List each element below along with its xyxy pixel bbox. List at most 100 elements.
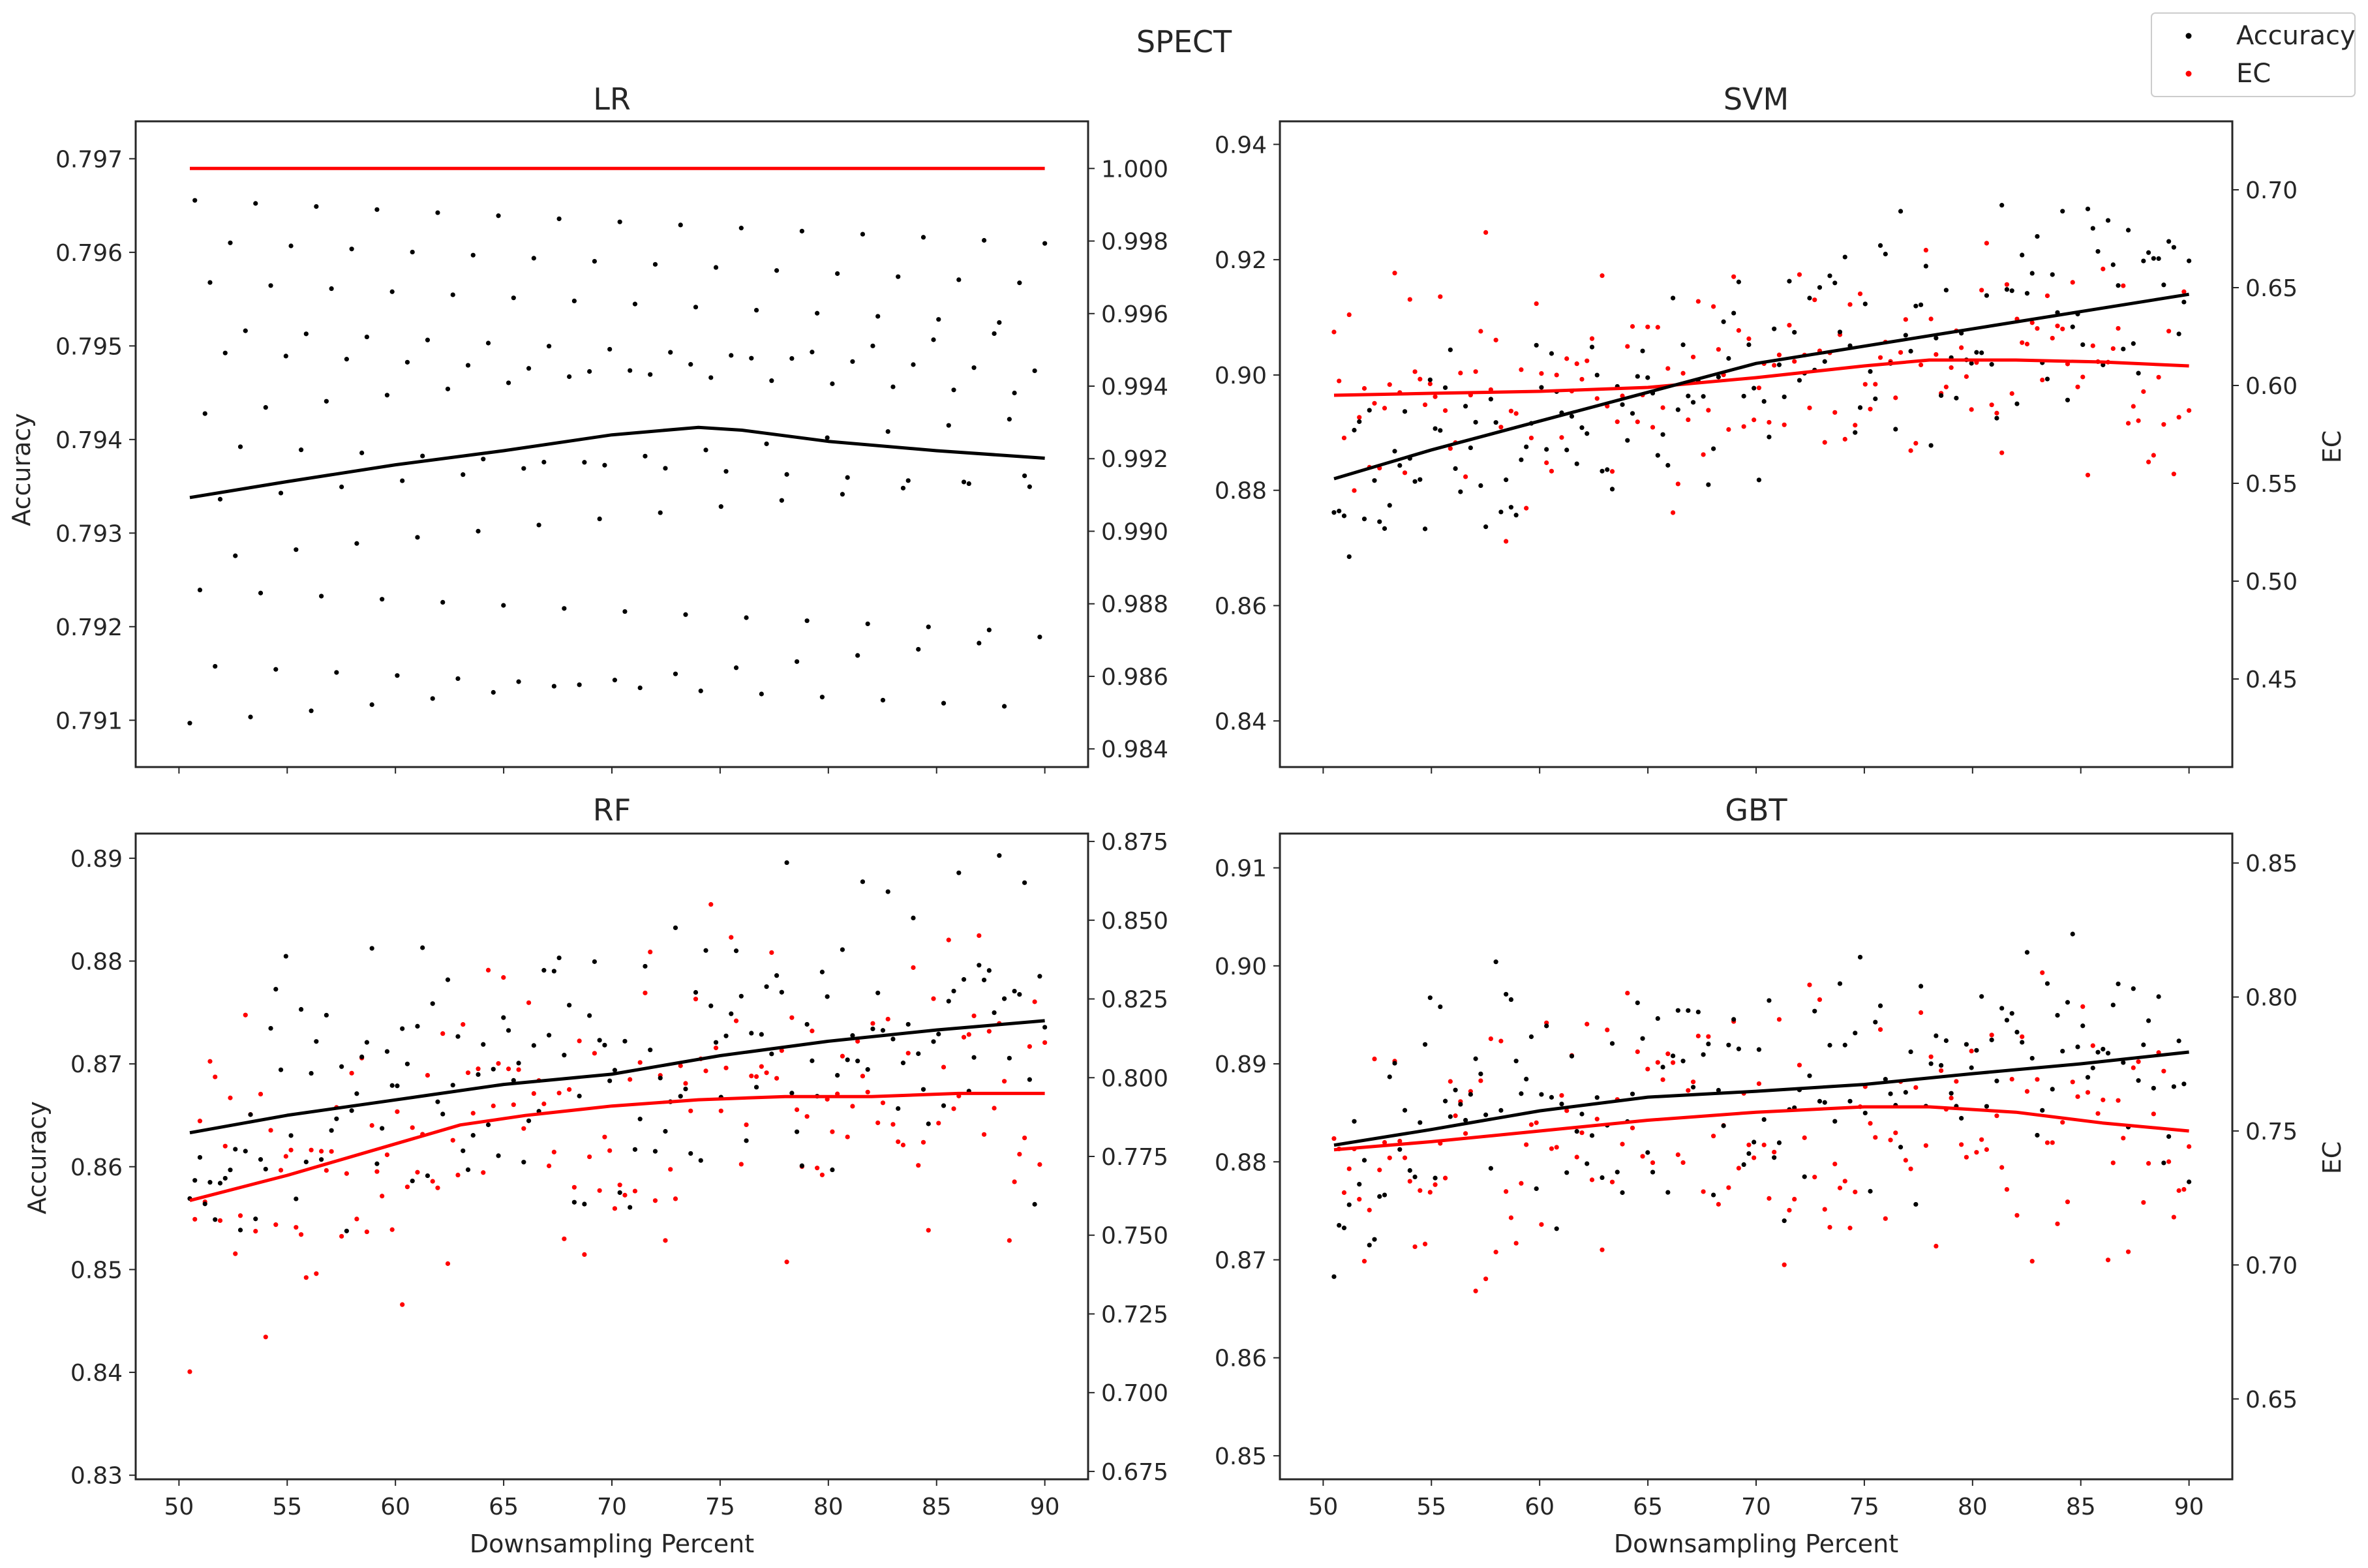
accuracy-point-lr — [354, 541, 359, 546]
ec-point-gbt — [1817, 997, 1823, 1003]
accuracy-point-rf — [693, 989, 699, 995]
accuracy-point-rf — [546, 1033, 552, 1038]
ec-point-svm — [2181, 289, 2187, 294]
ec-point-rf — [400, 1302, 405, 1307]
accuracy-point-rf — [541, 968, 547, 973]
accuracy-point-rf — [496, 1153, 501, 1158]
accuracy-point-lr — [430, 696, 435, 701]
accuracy-point-lr — [536, 522, 541, 528]
accuracy-trend-line-rf — [189, 1019, 1045, 1135]
accuracy-point-gbt — [1352, 1119, 1357, 1124]
accuracy-point-gbt — [1468, 1092, 1473, 1097]
accuracy-point-svm — [2029, 271, 2035, 276]
accuracy-point-gbt — [1361, 1158, 1367, 1163]
accuracy-point-gbt — [1600, 1175, 1605, 1181]
ec-point-svm — [1969, 407, 1974, 412]
ec-point-svm — [1994, 410, 1999, 415]
accuracy-point-rf — [632, 1147, 638, 1152]
ec-point-rf — [920, 1139, 926, 1145]
ec-point-gbt — [1964, 1154, 1969, 1160]
y-tick-label-rf: 0.88 — [70, 948, 123, 975]
ec-point-gbt — [1620, 1141, 1625, 1147]
accuracy-point-svm — [1564, 447, 1570, 453]
ec-point-gbt — [1939, 1068, 1944, 1074]
ec-point-rf — [668, 1167, 673, 1172]
accuracy-point-lr — [668, 350, 673, 355]
y-tick-label-lr: 0.791 — [55, 708, 123, 734]
accuracy-point-gbt — [1695, 1009, 1701, 1015]
ec-point-rf — [531, 1091, 536, 1096]
ec-point-rf — [981, 1132, 987, 1137]
ec-point-svm — [1670, 510, 1676, 515]
accuracy-point-rf — [916, 1051, 921, 1057]
accuracy-point-lr — [521, 466, 526, 471]
accuracy-point-gbt — [1458, 1102, 1463, 1107]
accuracy-point-gbt — [2146, 1018, 2151, 1023]
accuracy-point-rf — [941, 1103, 947, 1108]
ec-point-rf — [789, 1015, 795, 1020]
accuracy-point-gbt — [1402, 1108, 1408, 1113]
x-tick-label-gbt: 80 — [1958, 1494, 1988, 1520]
accuracy-point-lr — [1017, 280, 1022, 286]
accuracy-point-lr — [1027, 484, 1032, 489]
accuracy-point-lr — [546, 344, 552, 349]
accuracy-point-rf — [404, 1061, 410, 1066]
accuracy-point-rf — [744, 1138, 749, 1143]
accuracy-point-lr — [830, 381, 835, 386]
accuracy-point-rf — [410, 1178, 415, 1184]
ec-point-svm — [1483, 230, 1489, 235]
ec-point-rf — [1001, 1079, 1007, 1084]
ec-point-rf — [885, 1016, 890, 1022]
accuracy-point-lr — [237, 444, 243, 449]
accuracy-point-svm — [1756, 477, 1762, 483]
ec-point-rf — [288, 1147, 294, 1153]
ec-point-gbt — [2187, 1144, 2192, 1149]
accuracy-point-lr — [764, 441, 769, 447]
accuracy-point-gbt — [1989, 1037, 1994, 1042]
legend-marker-ec — [2185, 70, 2192, 77]
accuracy-point-lr — [648, 372, 653, 377]
accuracy-point-gbt — [1964, 1042, 1969, 1047]
accuracy-point-lr — [961, 479, 967, 485]
ec-point-gbt — [1589, 1177, 1595, 1183]
ec-point-gbt — [1377, 1168, 1382, 1173]
accuracy-point-gbt — [2085, 1075, 2091, 1080]
ec-point-svm — [1832, 410, 1838, 415]
accuracy-point-lr — [1037, 635, 1042, 640]
accuracy-point-gbt — [1442, 1098, 1448, 1104]
ec-point-svm — [2166, 329, 2172, 334]
ec-point-svm — [1504, 539, 1509, 544]
y-tick-label-gbt: 0.90 — [1215, 954, 1267, 980]
accuracy-point-rf — [359, 1054, 365, 1059]
accuracy-point-lr — [637, 685, 643, 691]
ec-point-rf — [708, 902, 714, 907]
ec-point-rf — [455, 1172, 461, 1178]
accuracy-point-gbt — [1493, 959, 1498, 965]
accuracy-point-svm — [1433, 426, 1438, 431]
accuracy-point-svm — [1534, 342, 1539, 348]
ec-point-svm — [1680, 370, 1686, 376]
accuracy-point-gbt — [1908, 1049, 1913, 1055]
ec-point-gbt — [2095, 1111, 2101, 1116]
accuracy-point-lr — [1001, 704, 1007, 709]
ec-point-svm — [1752, 417, 1757, 423]
accuracy-point-rf — [997, 853, 1002, 858]
accuracy-point-rf — [713, 1040, 719, 1045]
accuracy-point-lr — [228, 240, 233, 245]
ec-point-svm — [1579, 376, 1585, 382]
accuracy-point-svm — [1979, 350, 1984, 355]
accuracy-point-rf — [759, 1032, 764, 1037]
accuracy-point-rf — [926, 1121, 931, 1126]
accuracy-point-lr — [956, 277, 962, 282]
accuracy-point-svm — [1954, 395, 1959, 400]
ec-point-rf — [243, 1012, 248, 1018]
accuracy-point-rf — [951, 988, 956, 994]
ec-point-gbt — [1827, 1224, 1832, 1230]
x-tick-label-rf: 80 — [813, 1494, 843, 1520]
ec-point-svm — [2141, 389, 2146, 394]
ec-point-rf — [562, 1236, 567, 1241]
ec-point-gbt — [1493, 1250, 1498, 1255]
accuracy-point-rf — [885, 889, 890, 894]
y-tick-label-svm: 0.94 — [1215, 132, 1267, 158]
subplot-lr: LR 0.7910.7920.7930.7940.7950.7960.7970.… — [7, 82, 1168, 774]
